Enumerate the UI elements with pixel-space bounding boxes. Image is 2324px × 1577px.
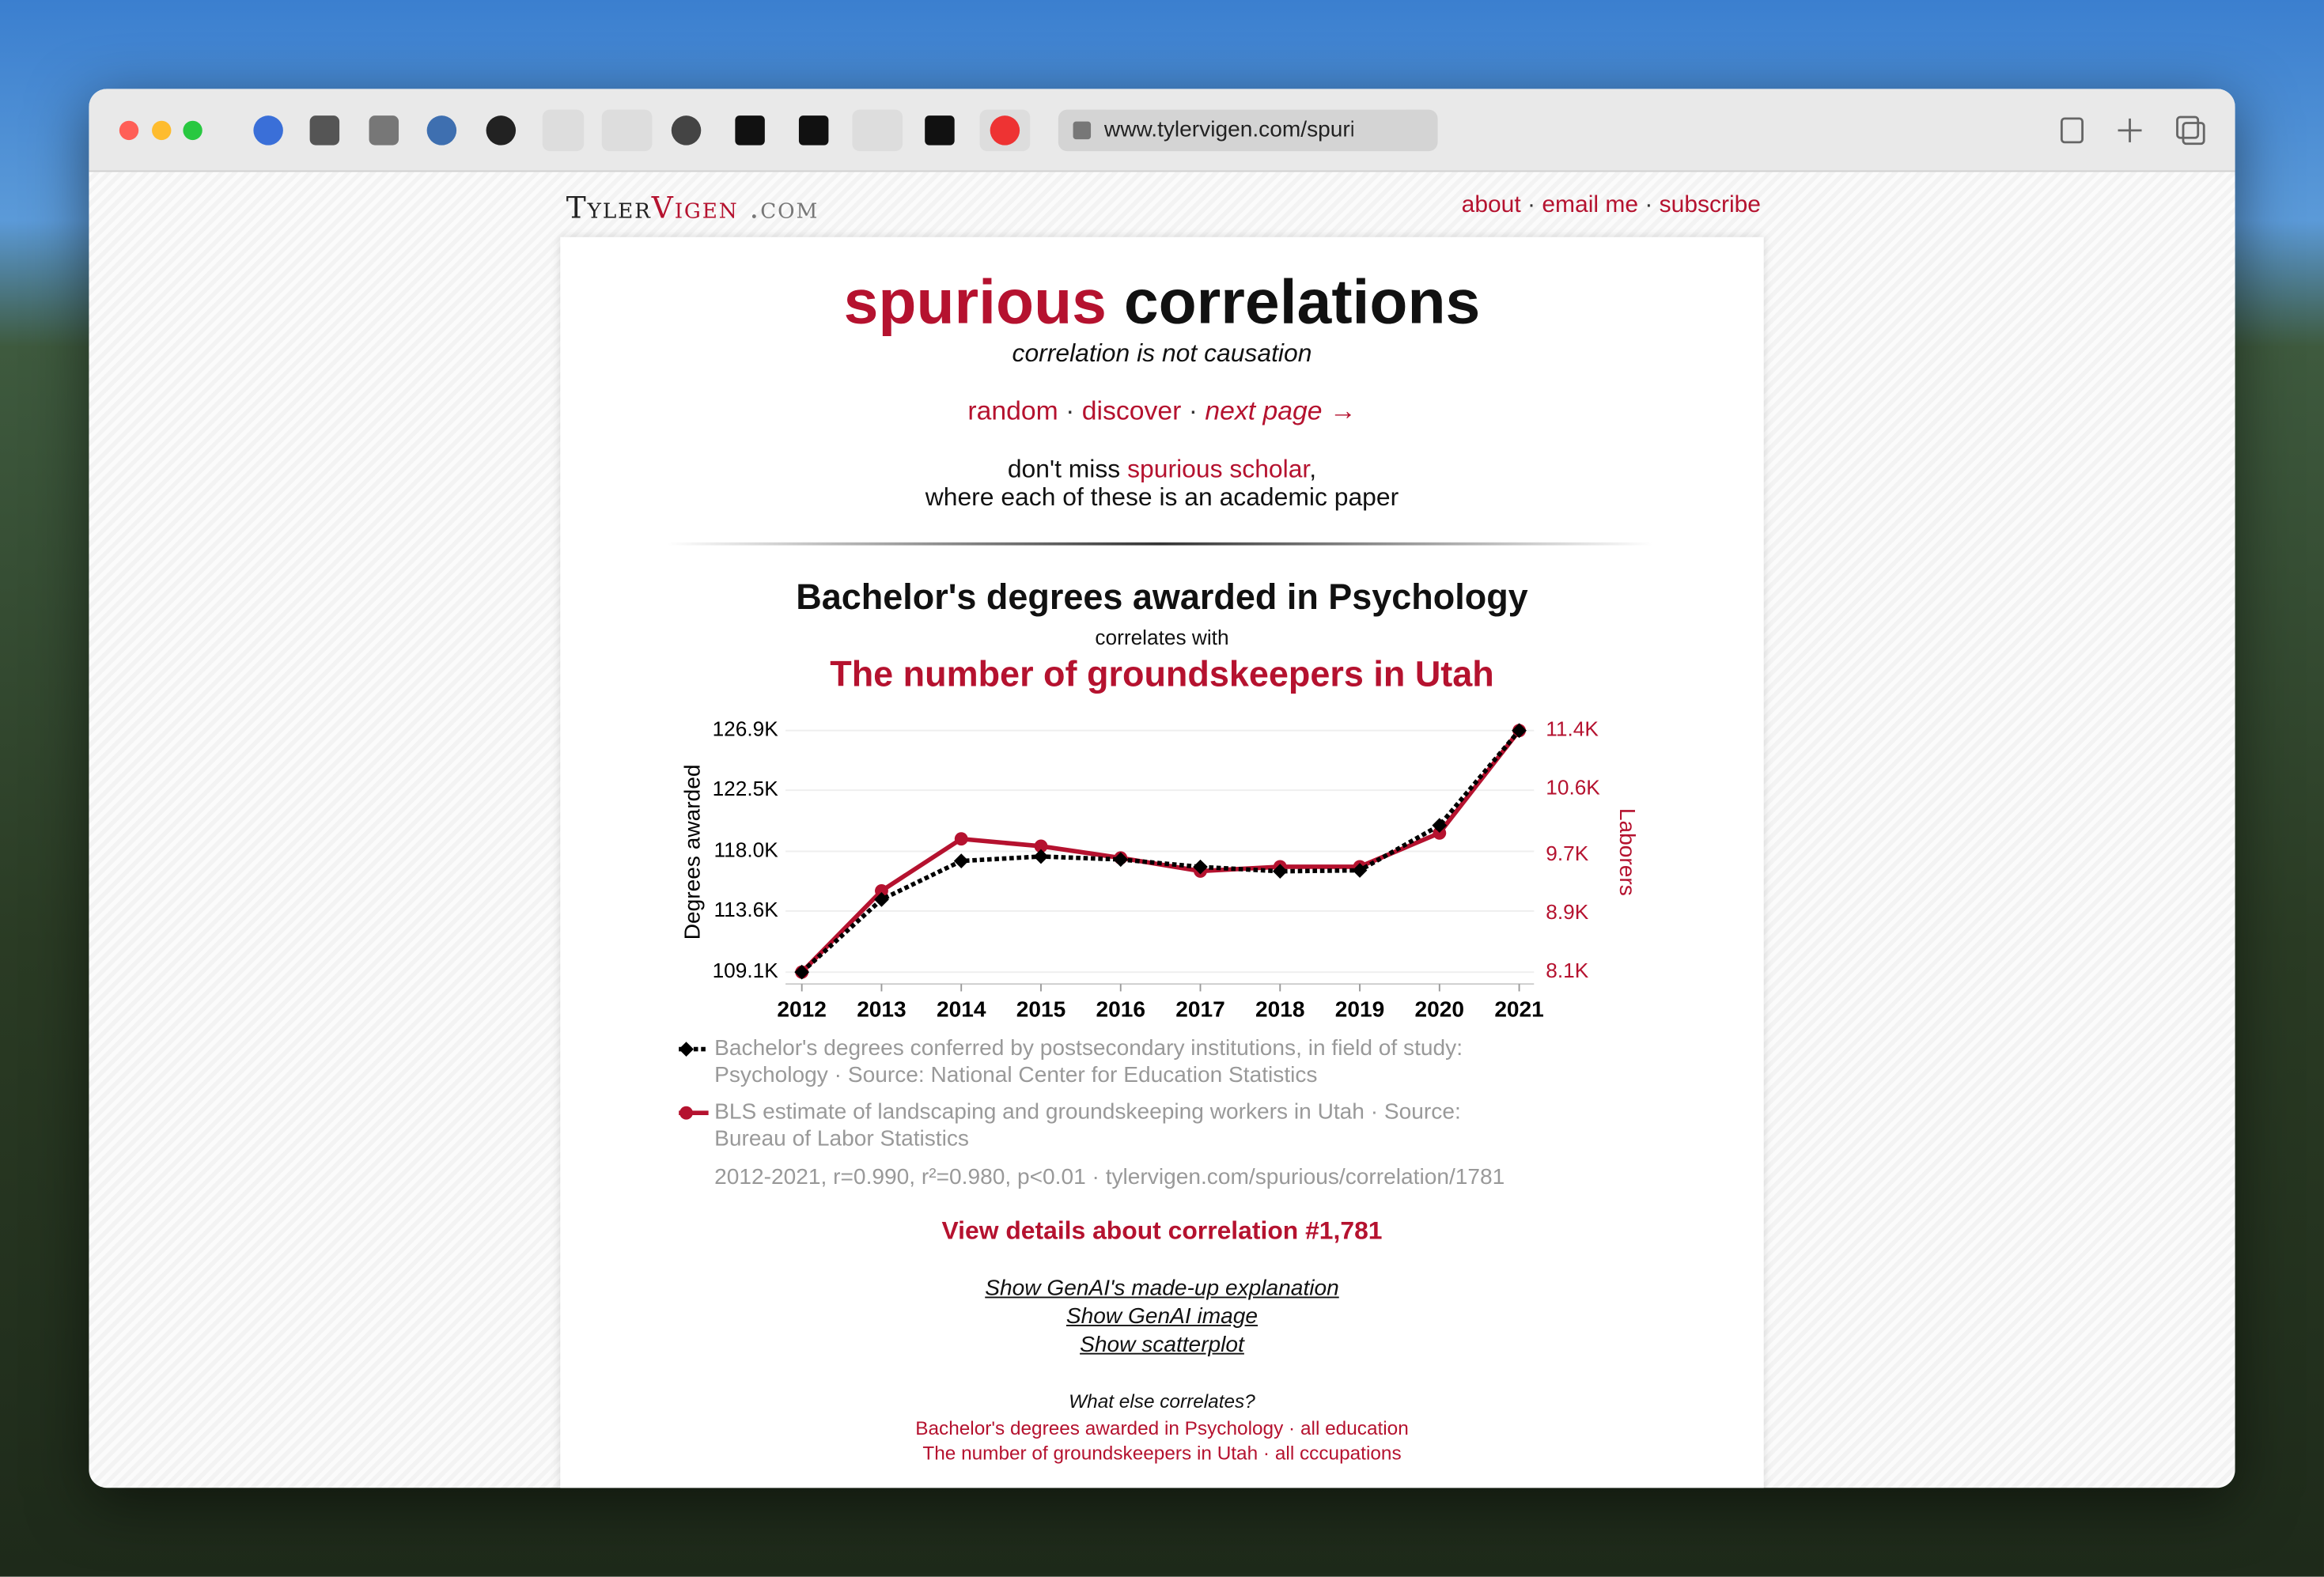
- y-axis-label: Degrees awarded: [679, 765, 704, 940]
- chart-subtitle: correlates with: [1095, 625, 1229, 649]
- divider: [667, 542, 1653, 546]
- marker: [953, 853, 969, 869]
- nav-link[interactable]: email me: [1542, 192, 1638, 218]
- details-link[interactable]: View details about correlation #1,781: [941, 1216, 1383, 1245]
- promo-link[interactable]: spurious scholar: [1127, 455, 1310, 483]
- page-card: [560, 236, 1764, 1488]
- browser-window: [89, 89, 2235, 1488]
- separator: ·: [1065, 395, 1075, 425]
- x-tick-label: 2020: [1415, 996, 1465, 1021]
- more-link[interactable]: all education: [1300, 1416, 1409, 1439]
- promo-line: where each of these is an academic paper: [925, 482, 1399, 512]
- site-title: spurious correlations: [560, 267, 1763, 338]
- stats: 2012-2021, r=0.990, r²=0.980, p<0.01 · t…: [714, 1164, 1505, 1190]
- marker: [875, 883, 888, 898]
- y2-tick-label: 9.7K: [1546, 841, 1588, 865]
- y-tick-label: 118.0K: [714, 838, 779, 861]
- x-tick-label: 2016: [1096, 996, 1145, 1021]
- promo: don't miss spurious scholar,: [560, 455, 1763, 484]
- logo-part: Tyler: [566, 189, 652, 225]
- y2-tick-label: 11.4K: [1546, 717, 1599, 741]
- nav: about · email me · subscribe: [1462, 193, 1761, 220]
- marker: [1512, 723, 1527, 739]
- minimize-button[interactable]: [152, 120, 172, 141]
- x-tick-label: 2017: [1175, 996, 1225, 1021]
- link[interactable]: discover: [1081, 395, 1182, 425]
- marker: [1432, 818, 1448, 834]
- chart-title-2: The number of groundskeepers in Utah: [830, 655, 1494, 695]
- marker: [874, 891, 889, 907]
- more-row: The number of groundskeepers in Utah · a…: [560, 1442, 1763, 1464]
- promo-text: don't miss: [1007, 455, 1121, 483]
- more-heading: What else correlates?: [1069, 1390, 1255, 1412]
- toolbar-buttons[interactable]: [2060, 115, 2205, 146]
- toggle-link[interactable]: Show GenAI's made-up explanation: [985, 1276, 1339, 1302]
- marker: [1272, 864, 1288, 879]
- logo[interactable]: TylerVigen .com: [566, 190, 819, 225]
- separator: ·: [1645, 192, 1653, 218]
- x-tick-label: 2021: [1494, 996, 1543, 1021]
- title-accent: spurious: [843, 267, 1107, 337]
- link[interactable]: random: [967, 395, 1058, 425]
- logo-part: .com: [749, 189, 819, 225]
- separator: ·: [1188, 395, 1198, 425]
- address-bar[interactable]: [1058, 109, 1438, 152]
- marker: [1033, 849, 1049, 864]
- more-link[interactable]: Bachelor's degrees awarded in Psychology: [915, 1416, 1284, 1439]
- bookmark-icons[interactable]: [253, 109, 1031, 152]
- x-tick-label: 2018: [1255, 996, 1304, 1021]
- logo-part: Vigen: [651, 189, 739, 225]
- separator: ·: [1289, 1416, 1296, 1439]
- zoom-button[interactable]: [183, 120, 202, 141]
- url: www.tylervigen.com/spuri: [1103, 117, 1353, 142]
- more-link[interactable]: all cccupations: [1274, 1442, 1402, 1465]
- marker: [1193, 859, 1208, 875]
- y-tick-label: 113.6K: [714, 898, 779, 921]
- y-tick-label: 126.9K: [713, 717, 779, 741]
- legend-key: [679, 1042, 694, 1057]
- marker: [1352, 863, 1368, 878]
- marker: [954, 832, 968, 846]
- y2-tick-label: 8.9K: [1546, 900, 1588, 924]
- title-rest: correlations: [1123, 267, 1481, 337]
- x-tick-label: 2014: [937, 996, 986, 1021]
- promo-text: ,: [1309, 455, 1317, 483]
- tagline: correlation is not causation: [1012, 339, 1312, 368]
- series-line: [800, 728, 1521, 974]
- tab-icon: [1073, 121, 1092, 140]
- legend-entry: BLS estimate of landscaping and groundsk…: [714, 1099, 1461, 1152]
- y-tick-label: 109.1K: [713, 959, 779, 982]
- header-links: random · discover · next page →: [560, 395, 1763, 426]
- chart-title: Bachelor's degrees awarded in Psychology: [796, 577, 1528, 618]
- x-tick-label: 2015: [1016, 996, 1065, 1021]
- y2-tick-label: 8.1K: [1546, 959, 1588, 982]
- separator: ·: [1527, 192, 1536, 218]
- legend-entry: Bachelor's degrees conferred by postseco…: [714, 1035, 1463, 1088]
- marker: [1034, 839, 1048, 853]
- x-tick-label: 2019: [1335, 996, 1385, 1021]
- nav-link[interactable]: about: [1461, 192, 1521, 218]
- x-tick-label: 2013: [857, 996, 907, 1021]
- toggle-link[interactable]: Show scatterplot: [1080, 1332, 1244, 1358]
- link[interactable]: next page →: [1205, 395, 1357, 425]
- toggle-link[interactable]: Show GenAI image: [1065, 1303, 1259, 1329]
- y2-tick-label: 10.6K: [1546, 776, 1600, 800]
- marker: [794, 964, 810, 980]
- y2-axis-label: Laborers: [1615, 808, 1640, 896]
- close-button[interactable]: [119, 120, 139, 141]
- y-tick-label: 122.5K: [713, 777, 779, 800]
- legend-key: [679, 1106, 693, 1120]
- more-row: Bachelor's degrees awarded in Psychology…: [560, 1416, 1763, 1439]
- x-tick-label: 2012: [777, 996, 826, 1021]
- marker: [1113, 852, 1129, 868]
- separator: ·: [1262, 1442, 1270, 1465]
- nav-link[interactable]: subscribe: [1659, 192, 1761, 218]
- more-link[interactable]: The number of groundskeepers in Utah: [922, 1442, 1259, 1465]
